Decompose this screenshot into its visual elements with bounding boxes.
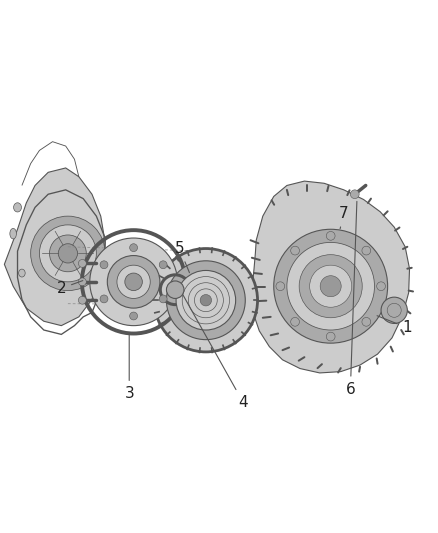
Circle shape — [299, 255, 362, 318]
Circle shape — [362, 246, 371, 255]
Text: 6: 6 — [346, 201, 357, 397]
Circle shape — [90, 238, 177, 326]
Circle shape — [125, 273, 142, 290]
Circle shape — [159, 261, 167, 269]
Circle shape — [276, 282, 285, 290]
Circle shape — [381, 297, 407, 324]
Circle shape — [130, 244, 138, 252]
Text: 3: 3 — [124, 335, 134, 401]
Circle shape — [291, 246, 300, 255]
Circle shape — [78, 296, 86, 304]
Circle shape — [49, 235, 86, 272]
Ellipse shape — [18, 269, 25, 277]
Circle shape — [362, 318, 371, 326]
Ellipse shape — [10, 229, 16, 239]
Circle shape — [291, 318, 300, 326]
Circle shape — [159, 295, 167, 303]
Circle shape — [200, 295, 212, 306]
Circle shape — [287, 243, 374, 330]
Circle shape — [320, 276, 341, 297]
Circle shape — [350, 190, 359, 199]
Circle shape — [274, 229, 388, 343]
Circle shape — [100, 295, 108, 303]
Text: 4: 4 — [183, 295, 248, 410]
Circle shape — [58, 244, 78, 263]
Circle shape — [176, 270, 236, 330]
Circle shape — [31, 216, 105, 290]
Text: 7: 7 — [339, 206, 349, 229]
Circle shape — [326, 332, 335, 341]
Circle shape — [107, 255, 160, 308]
Circle shape — [39, 225, 96, 282]
Circle shape — [130, 312, 138, 320]
Ellipse shape — [14, 203, 21, 212]
Circle shape — [166, 261, 245, 340]
Circle shape — [78, 278, 86, 286]
Polygon shape — [4, 168, 105, 326]
Text: 2: 2 — [57, 280, 83, 296]
Circle shape — [100, 261, 108, 269]
Circle shape — [326, 231, 335, 240]
Circle shape — [166, 281, 184, 298]
Circle shape — [310, 265, 352, 307]
Circle shape — [78, 260, 86, 268]
Circle shape — [387, 303, 401, 317]
Circle shape — [377, 282, 385, 290]
Text: 1: 1 — [377, 316, 412, 335]
Circle shape — [117, 265, 150, 298]
Text: 5: 5 — [175, 241, 190, 273]
Circle shape — [154, 248, 258, 352]
Polygon shape — [252, 181, 410, 373]
